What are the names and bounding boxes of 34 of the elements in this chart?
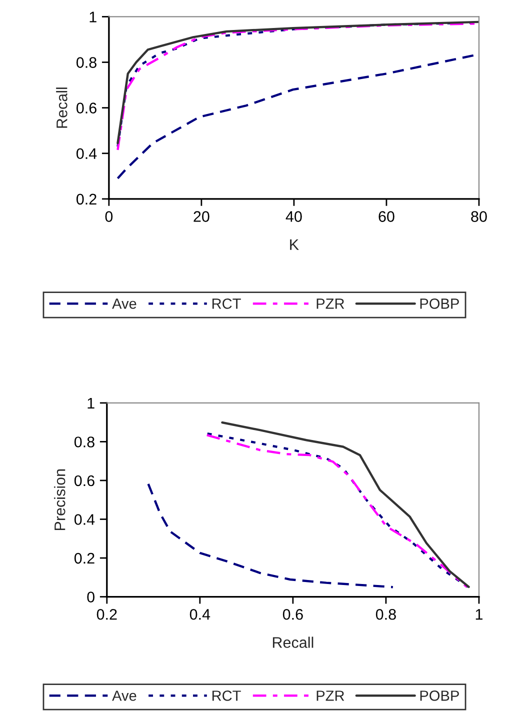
legend-label: Ave <box>112 298 136 309</box>
x-tick-label: 0 <box>105 211 113 222</box>
legend-label: POBP <box>420 690 459 701</box>
y-tick-label: 0 <box>87 592 94 602</box>
y-tick-label: 0.6 <box>74 475 94 486</box>
y-tick-label: 0.4 <box>76 148 97 160</box>
x-tick-label: 0.6 <box>282 608 303 620</box>
legend-label: PZR <box>316 690 344 701</box>
legend-label: Ave <box>112 690 136 701</box>
x-axis-title: K <box>290 239 299 250</box>
x-tick-label: 40 <box>286 211 302 222</box>
y-tick-label: 0.6 <box>76 102 96 114</box>
legend-label: POBP <box>420 298 459 309</box>
legend-label: RCT <box>212 690 241 701</box>
y-tick-label: 0.2 <box>74 552 94 564</box>
y-axis-title: Precision <box>54 469 66 530</box>
x-tick-label: 20 <box>194 211 210 222</box>
y-tick-label: 0.2 <box>76 194 96 205</box>
x-tick-label: 60 <box>378 211 394 222</box>
legend-label: RCT <box>212 298 241 309</box>
y-tick-label: 0.8 <box>74 436 94 448</box>
x-tick-label: 0.8 <box>376 608 396 620</box>
y-tick-label: 0.8 <box>76 57 96 68</box>
x-axis-title: Recall <box>272 636 314 648</box>
x-tick-label: 80 <box>471 211 487 222</box>
x-tick-label: 0.2 <box>96 608 117 620</box>
y-tick-label: 0.4 <box>74 514 95 525</box>
y-tick-label: 1 <box>88 398 94 408</box>
legend-label: PZR <box>316 298 344 309</box>
y-tick-label: 1 <box>90 12 96 22</box>
x-tick-label: 0.4 <box>190 608 210 620</box>
x-tick-label: 1 <box>476 609 482 620</box>
line-series <box>147 482 394 588</box>
y-axis-title: Recall <box>56 88 68 128</box>
